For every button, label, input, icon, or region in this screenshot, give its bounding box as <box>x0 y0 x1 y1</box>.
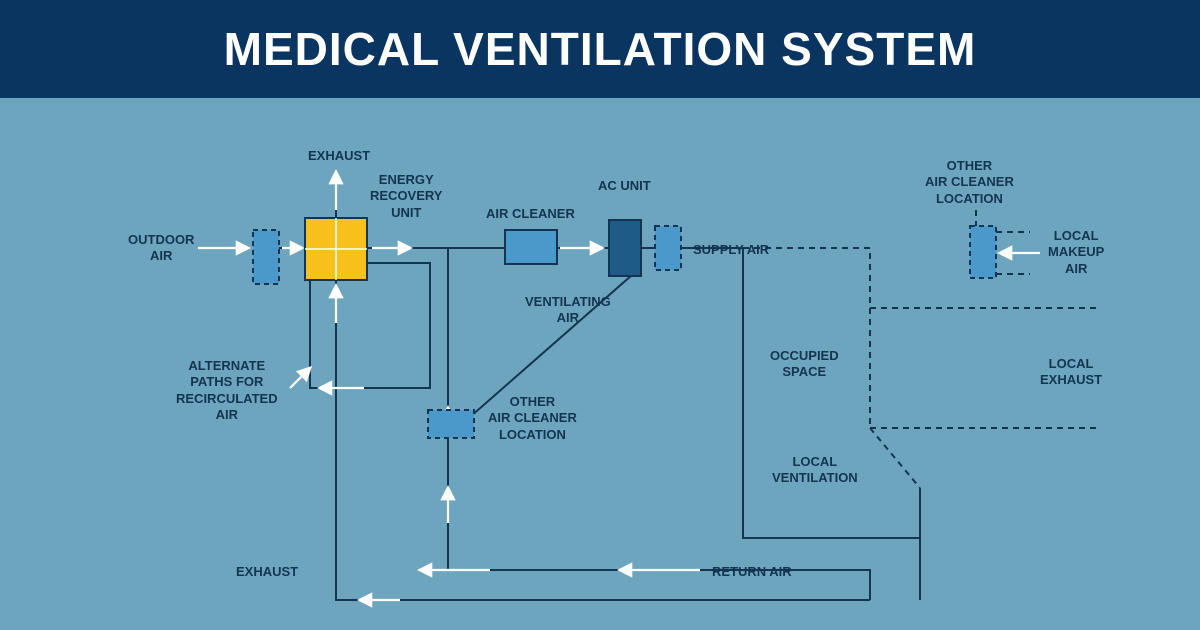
label-supply_air_l: SUPPLY AIR <box>693 242 769 258</box>
box-other_cleaner_1 <box>428 410 474 438</box>
label-local_exhaust: LOCAL EXHAUST <box>1040 356 1102 389</box>
label-outdoor_air: OUTDOOR AIR <box>128 232 194 265</box>
header: MEDICAL VENTILATION SYSTEM <box>0 0 1200 98</box>
label-local_makeup: LOCAL MAKEUP AIR <box>1048 228 1104 277</box>
label-occupied: OCCUPIED SPACE <box>770 348 839 381</box>
label-return_air: RETURN AIR <box>712 564 792 580</box>
flow-line <box>310 263 430 388</box>
label-exhaust2: EXHAUST <box>236 564 298 580</box>
diagram-canvas: EXHAUSTENERGY RECOVERY UNITAIR CLEANERAC… <box>0 98 1200 630</box>
label-other_cleaner_1: OTHER AIR CLEANER LOCATION <box>488 394 577 443</box>
label-air_cleaner: AIR CLEANER <box>486 206 575 222</box>
box-supply_air_box <box>655 226 681 270</box>
flow-line <box>743 248 920 600</box>
label-ac_unit: AC UNIT <box>598 178 651 194</box>
flow-line <box>870 428 920 488</box>
box-makeup_air_box <box>970 226 996 278</box>
flow-arrow <box>290 368 310 388</box>
label-exhaust: EXHAUST <box>308 148 370 164</box>
box-air_cleaner <box>505 230 557 264</box>
label-ventilating: VENTILATING AIR <box>525 294 611 327</box>
label-energy_recovery: ENERGY RECOVERY UNIT <box>370 172 442 221</box>
page-title: MEDICAL VENTILATION SYSTEM <box>224 22 977 76</box>
box-ac_unit <box>609 220 641 276</box>
flow-line <box>336 280 870 600</box>
label-local_vent: LOCAL VENTILATION <box>772 454 858 487</box>
label-alternate: ALTERNATE PATHS FOR RECIRCULATED AIR <box>176 358 278 423</box>
label-other_cleaner_2: OTHER AIR CLEANER LOCATION <box>925 158 1014 207</box>
box-outdoor_air_box <box>253 230 279 284</box>
